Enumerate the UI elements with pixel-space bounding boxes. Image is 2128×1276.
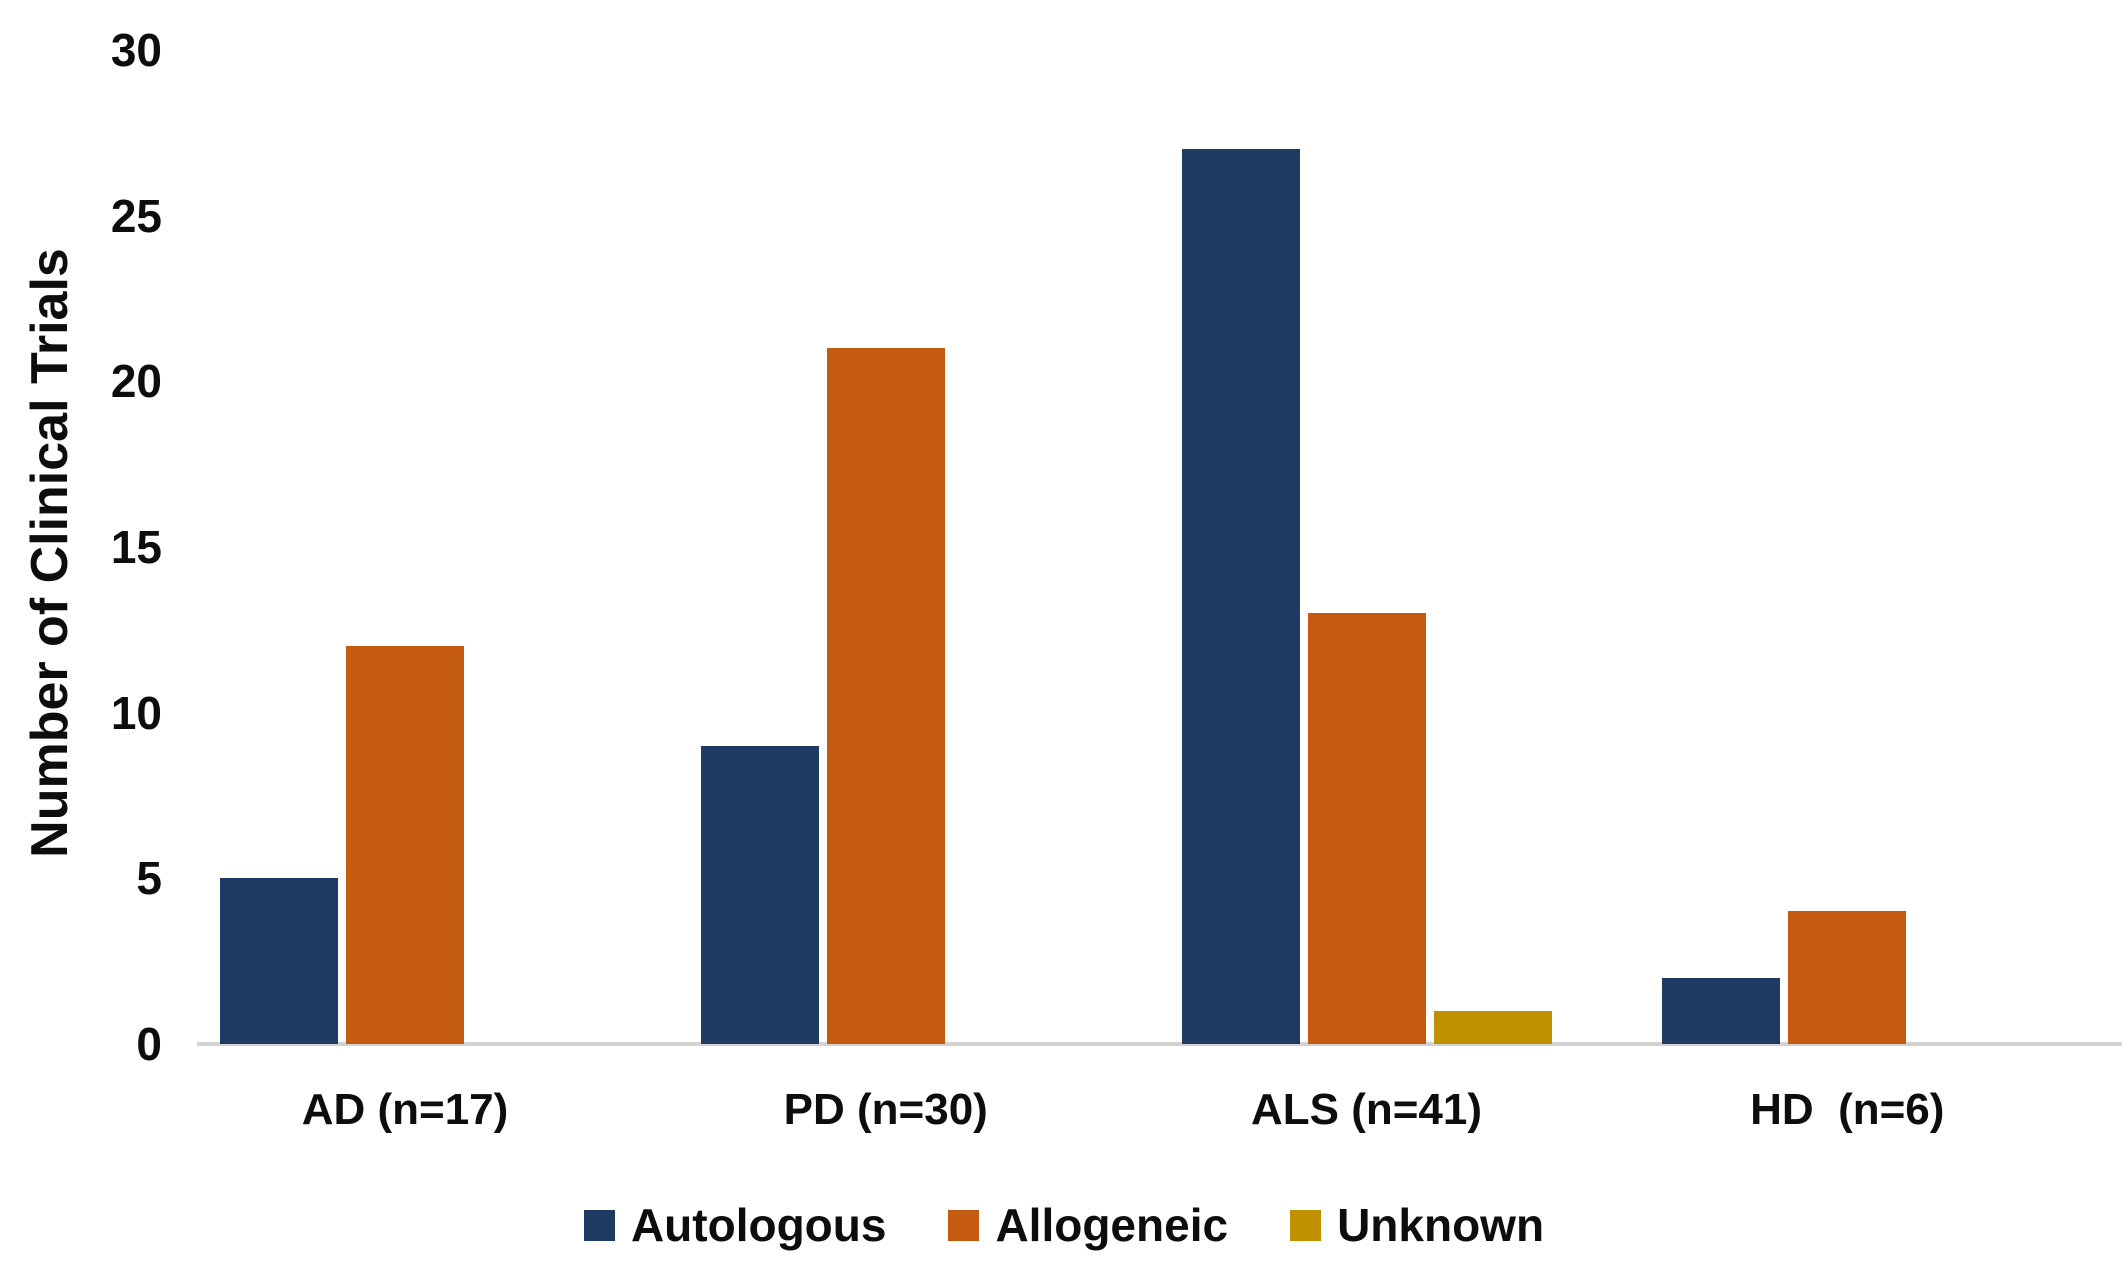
- legend-label: Autologous: [630, 1199, 887, 1251]
- x-category-label: AD (n=17): [301, 1085, 509, 1134]
- bar-autologous-pd: [700, 745, 819, 1044]
- bar-allogeneic-ad: [346, 646, 464, 1044]
- legend-item-autologous: Autologous: [583, 1198, 887, 1252]
- y-tick-label: 20: [110, 355, 162, 408]
- legend: Autologous Allogeneic Unknown: [0, 1198, 2128, 1252]
- y-tick-label: 10: [110, 686, 162, 739]
- y-tick-label: 15: [110, 521, 162, 573]
- legend-label: Allogeneic: [995, 1199, 1229, 1251]
- x-axis-line: [197, 1042, 2122, 1046]
- y-tick-label: 0: [136, 1018, 162, 1070]
- bar-allogeneic-hd: [1788, 911, 1907, 1044]
- bar-unknown-als: [1433, 1010, 1552, 1044]
- legend-item-allogeneic: Allogeneic: [948, 1198, 1228, 1252]
- y-tick-label: 30: [110, 24, 162, 76]
- legend-label: Unknown: [1337, 1199, 1545, 1251]
- x-category-label: PD (n=30): [783, 1085, 988, 1134]
- legend-swatch-icon: [583, 1209, 615, 1241]
- legend-item-unknown: Unknown: [1290, 1198, 1544, 1252]
- legend-swatch-icon: [948, 1209, 980, 1241]
- y-tick-label: 5: [136, 852, 162, 905]
- x-category-label: ALS (n=41): [1250, 1085, 1483, 1134]
- bar-autologous-hd: [1662, 977, 1781, 1044]
- bar-autologous-ad: [220, 878, 338, 1044]
- bar-allogeneic-als: [1307, 613, 1426, 1044]
- bar-autologous-als: [1181, 149, 1300, 1044]
- legend-swatch-icon: [1290, 1209, 1322, 1241]
- bar-allogeneic-pd: [826, 348, 945, 1044]
- x-category-label: HD (n=6): [1750, 1085, 1945, 1134]
- y-tick-label: 25: [110, 189, 162, 242]
